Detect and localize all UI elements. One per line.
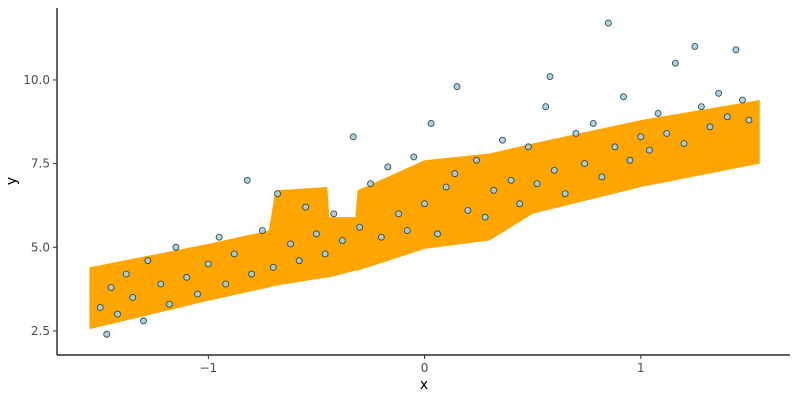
point xyxy=(706,123,714,131)
point xyxy=(295,257,303,265)
point xyxy=(410,153,418,161)
point xyxy=(533,180,541,188)
point xyxy=(637,133,645,141)
point xyxy=(194,290,201,298)
point xyxy=(321,250,329,258)
point xyxy=(723,113,731,121)
point xyxy=(377,233,385,241)
point xyxy=(243,176,251,184)
point xyxy=(287,240,294,248)
point xyxy=(172,243,180,251)
point xyxy=(395,210,403,218)
point xyxy=(550,166,558,174)
x-tick-label: −1 xyxy=(200,361,218,375)
point xyxy=(451,170,459,178)
point xyxy=(384,163,392,171)
point xyxy=(691,43,699,50)
point xyxy=(490,186,498,194)
point xyxy=(122,270,130,278)
point xyxy=(356,223,364,231)
point xyxy=(183,273,191,281)
point xyxy=(473,156,480,164)
y-tick-label: 5.0 xyxy=(31,240,50,254)
point xyxy=(542,103,550,111)
point xyxy=(626,156,634,164)
point xyxy=(611,143,619,151)
point xyxy=(524,143,532,151)
y-tick-label: 2.5 xyxy=(31,324,50,338)
point xyxy=(680,140,688,147)
point xyxy=(507,176,515,184)
point xyxy=(349,133,357,141)
y-axis-title: y xyxy=(4,177,20,185)
point xyxy=(589,119,597,127)
point xyxy=(453,83,461,91)
point xyxy=(403,227,411,234)
point xyxy=(745,116,753,124)
point xyxy=(367,180,374,188)
point xyxy=(481,213,489,221)
point xyxy=(598,173,606,181)
point xyxy=(464,206,472,214)
point xyxy=(165,300,173,308)
point xyxy=(646,146,653,154)
point xyxy=(498,136,506,144)
point xyxy=(663,130,671,137)
point xyxy=(581,160,589,168)
point xyxy=(274,190,281,198)
point xyxy=(671,59,679,67)
point xyxy=(114,310,121,318)
point xyxy=(330,210,338,218)
point xyxy=(572,130,580,137)
point xyxy=(222,280,230,288)
point xyxy=(421,200,429,208)
point xyxy=(258,227,266,234)
x-tick-label: 0 xyxy=(421,361,429,375)
point xyxy=(313,230,320,238)
point xyxy=(604,19,612,27)
point xyxy=(140,317,147,325)
point xyxy=(546,73,554,81)
point xyxy=(107,283,115,291)
point xyxy=(654,109,662,117)
point xyxy=(248,270,256,278)
point xyxy=(427,119,435,127)
x-axis-title: x xyxy=(420,377,428,393)
x-tick-label: 1 xyxy=(637,361,645,375)
point xyxy=(732,46,740,54)
point xyxy=(103,330,111,338)
point xyxy=(561,190,569,198)
point xyxy=(434,230,442,238)
point xyxy=(96,304,104,311)
point xyxy=(215,233,223,241)
point xyxy=(442,183,450,191)
ribbon xyxy=(89,100,760,330)
point xyxy=(269,263,277,271)
point xyxy=(204,260,212,268)
point xyxy=(129,293,137,301)
y-tick-label: 7.5 xyxy=(31,157,50,171)
point xyxy=(697,103,705,111)
point xyxy=(157,280,165,288)
point xyxy=(715,89,723,97)
point xyxy=(738,96,746,104)
point xyxy=(144,257,152,265)
point xyxy=(516,200,524,208)
point xyxy=(230,250,238,258)
y-tick-label: 10.0 xyxy=(23,73,50,87)
point xyxy=(302,203,310,211)
point xyxy=(620,93,627,101)
point xyxy=(338,237,346,245)
